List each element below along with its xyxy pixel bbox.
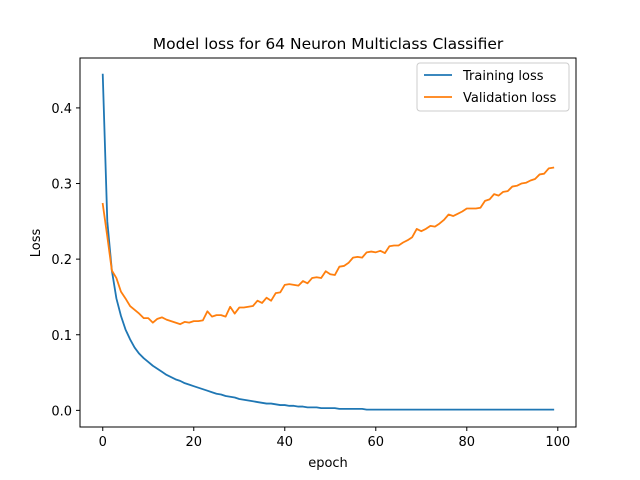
x-tick-label: 60 (368, 435, 385, 450)
legend-label-validation-loss: Validation loss (463, 91, 557, 106)
plot-lines (101, 73, 555, 411)
x-axis-title: epoch (308, 456, 348, 471)
y-tick-label: 0.2 (51, 253, 72, 268)
x-tick-label: 80 (459, 435, 476, 450)
y-tick-label: 0.1 (51, 329, 72, 344)
x-tick-label: 20 (185, 435, 202, 450)
series-line-validation-loss (101, 166, 555, 326)
x-tick-label: 100 (545, 435, 570, 450)
y-axis-ticks: 0.0 0.1 0.2 0.3 0.4 (51, 102, 80, 419)
y-tick-label: 0.4 (51, 102, 72, 117)
y-tick-label: 0.0 (51, 404, 72, 419)
plot-frame (79, 57, 577, 428)
legend-label-training-loss: Training loss (462, 69, 544, 84)
x-tick-label: 0 (99, 435, 107, 450)
y-tick-label: 0.3 (51, 178, 72, 193)
legend: Training loss Validation loss (416, 62, 570, 112)
y-axis-title: Loss (29, 229, 44, 258)
x-tick-label: 40 (276, 435, 293, 450)
x-axis-ticks: 0 20 40 60 80 100 (99, 427, 570, 450)
legend-box (416, 62, 570, 112)
chart-title: Model loss for 64 Neuron Multiclass Clas… (153, 35, 504, 53)
series-line-training-loss (101, 73, 555, 411)
